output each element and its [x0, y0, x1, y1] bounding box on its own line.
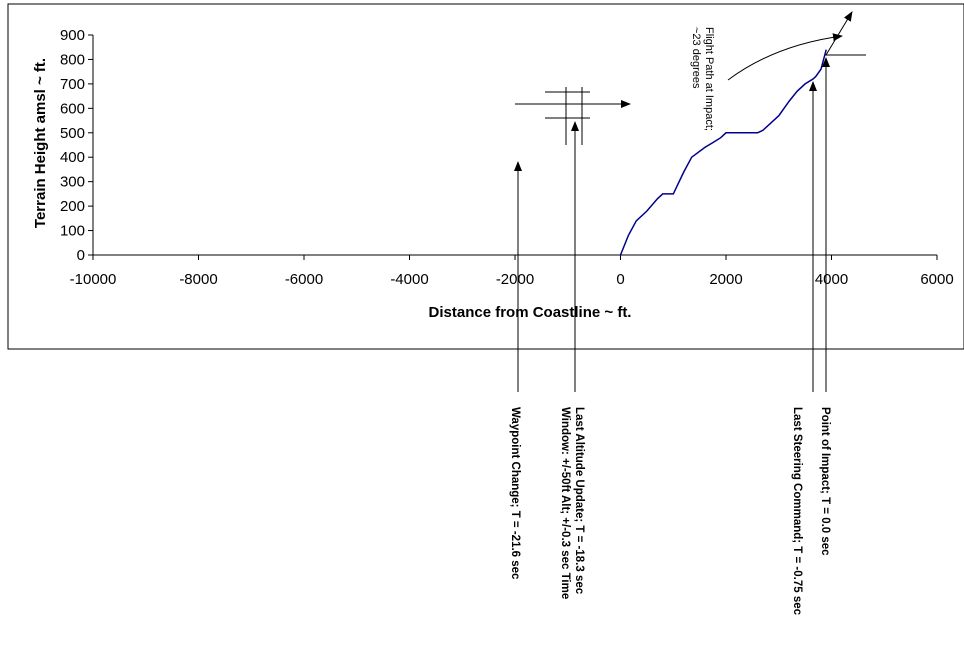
x-tick-label: 4000 [815, 271, 848, 288]
x-tick-label: -4000 [390, 271, 428, 288]
altitude-window-box [565, 91, 583, 119]
y-tick-label: 200 [60, 198, 85, 215]
x-tick-label: -6000 [285, 271, 323, 288]
y-axis-ticks: 0 100 200 300 400 500 600 700 800 900 [60, 27, 93, 264]
y-tick-label: 0 [77, 247, 85, 264]
terrain-profile-line [619, 49, 827, 256]
y-tick-label: 300 [60, 174, 85, 191]
axes [92, 35, 937, 256]
flight-path-label: Flight Path at Impact; [703, 27, 715, 131]
x-tick-label: -8000 [179, 271, 217, 288]
y-tick-label: 500 [60, 125, 85, 142]
altitude-window-label: Window: +/-50ft Alt; +/-0.3 sec Time [559, 407, 571, 599]
x-axis-ticks: -10000 -8000 -6000 -4000 -2000 0 2000 4000 6000 [70, 255, 954, 288]
flight-path-line [825, 11, 853, 56]
flight-path-angle-label: ~23 degrees [690, 27, 702, 89]
y-tick-label: 800 [60, 51, 85, 68]
chart-frame [7, 3, 964, 350]
x-tick-label: 6000 [920, 271, 953, 288]
steering-command-label: Last Steering Command; T = -0.75 sec [791, 407, 803, 616]
y-tick-label: 600 [60, 100, 85, 117]
y-tick-label: 700 [60, 76, 85, 93]
x-axis-title: Distance from Coastline ~ ft. [429, 304, 632, 321]
y-tick-label: 400 [60, 149, 85, 166]
x-tick-label: 2000 [709, 271, 742, 288]
altitude-update-label: Last Altitude Update; T = -18.3 sec [573, 407, 585, 595]
x-tick-label: -2000 [496, 271, 534, 288]
x-tick-label: 0 [616, 271, 624, 288]
y-tick-label: 100 [60, 223, 85, 240]
impact-label: Point of Impact; T = 0.0 sec [819, 407, 831, 556]
x-tick-label: -10000 [70, 271, 117, 288]
waypoint-change-label: Waypoint Change; T = -21.6 sec [509, 407, 521, 580]
flight-path-curve-arrow [727, 33, 843, 81]
y-tick-label: 900 [60, 27, 85, 44]
series-layer [619, 49, 827, 256]
y-axis-title: Terrain Height amsl ~ ft. [32, 58, 49, 228]
